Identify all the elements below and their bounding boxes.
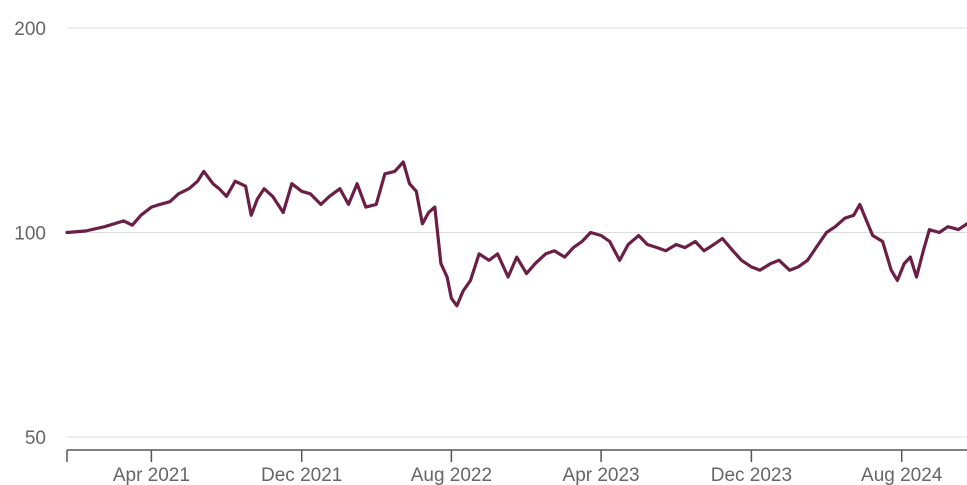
x-tick-label: Aug 2022 [411,465,492,485]
y-tick-label: 50 [25,428,46,449]
y-tick-label: 100 [14,224,46,245]
y-tick-label: 200 [14,19,46,40]
y-gridlines [67,27,967,438]
x-tick-label: Apr 2023 [563,465,640,485]
series-layer [65,160,967,308]
x-tick-label: Aug 2024 [861,465,943,485]
y-tick-labels: 50 100 200 [14,19,46,449]
x-tick-label: Dec 2021 [261,465,342,485]
x-tick-label: Dec 2023 [711,465,792,485]
x-tick-label: Apr 2021 [113,465,190,485]
x-ticks: Apr 2021 Dec 2021 Aug 2022 Apr 2023 Dec 2023… [66,450,943,485]
series-line [65,160,967,308]
